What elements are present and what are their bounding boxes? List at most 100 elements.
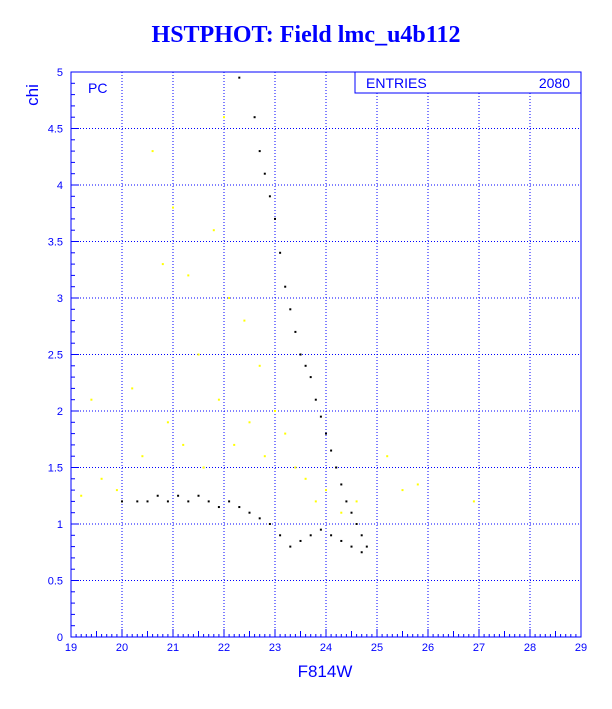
data-point <box>279 534 282 537</box>
data-point <box>340 483 343 486</box>
x-tick-label: 25 <box>371 642 383 654</box>
data-point <box>268 195 271 198</box>
data-point <box>330 449 333 452</box>
data-point <box>340 511 343 514</box>
data-point <box>472 500 475 503</box>
series-yellow-points <box>80 116 475 514</box>
y-tick-label: 2.5 <box>48 350 63 362</box>
data-point <box>197 353 200 356</box>
series-black-points <box>121 76 368 554</box>
data-point <box>319 528 322 531</box>
x-axis-label: F814W <box>298 662 353 681</box>
y-tick-label: 2 <box>57 406 63 418</box>
stats-box: ENTRIES 2080 <box>354 71 582 94</box>
y-axis-label: chi <box>23 84 42 106</box>
data-point <box>340 539 343 542</box>
data-point <box>314 398 317 401</box>
data-point <box>212 229 215 232</box>
y-tick-label: 4.5 <box>48 124 63 136</box>
data-point <box>350 511 353 514</box>
data-point <box>263 455 266 458</box>
data-point <box>304 364 307 367</box>
data-point <box>172 206 174 209</box>
data-point <box>223 116 225 119</box>
data-point <box>202 466 205 469</box>
data-point <box>386 455 389 458</box>
x-tick-label: 26 <box>422 642 434 654</box>
grid-lines <box>70 71 582 638</box>
x-tick-label: 29 <box>575 642 587 654</box>
data-point <box>304 477 307 480</box>
y-tick-label: 5 <box>57 67 63 79</box>
data-point <box>238 76 241 79</box>
data-point <box>217 398 220 401</box>
data-point <box>182 443 185 446</box>
data-point <box>258 150 261 153</box>
data-point <box>314 500 317 503</box>
data-point <box>365 545 368 548</box>
data-point <box>355 523 358 525</box>
data-point <box>401 489 404 492</box>
x-tick-label: 24 <box>320 642 332 654</box>
data-point <box>253 116 256 119</box>
data-point <box>294 330 297 333</box>
stats-label: ENTRIES <box>366 75 427 91</box>
data-point <box>187 274 190 277</box>
x-tick-label: 23 <box>269 642 281 654</box>
data-point <box>350 545 353 548</box>
stats-box-frame <box>354 71 582 94</box>
axis-ticks: 19 20 21 22 23 24 25 26 27 28 29 0 0.5 1 1.5 2 2.5 3 3.5 4 4… <box>48 67 587 654</box>
data-point <box>299 353 302 356</box>
y-tick-label: 0 <box>57 632 63 644</box>
x-tick-label: 28 <box>524 642 536 654</box>
data-point <box>177 494 180 497</box>
data-point <box>217 506 220 509</box>
data-point <box>355 500 358 503</box>
data-point <box>309 534 312 537</box>
data-point <box>299 539 302 542</box>
data-point <box>121 500 123 503</box>
data-point <box>115 489 118 492</box>
data-point <box>325 432 327 435</box>
y-tick-label: 3.5 <box>48 237 63 249</box>
data-point <box>243 319 246 322</box>
data-point <box>238 506 241 509</box>
data-point <box>274 410 276 412</box>
data-point <box>90 398 93 401</box>
data-point <box>360 551 363 554</box>
data-point <box>258 517 261 520</box>
data-point <box>248 421 251 424</box>
data-point <box>156 494 159 497</box>
data-point <box>345 500 348 503</box>
y-tick-label: 1 <box>57 519 63 531</box>
data-point <box>416 483 419 486</box>
data-point <box>136 500 139 503</box>
data-point <box>274 217 276 220</box>
data-point <box>166 421 169 424</box>
data-point <box>233 443 236 446</box>
y-tick-label: 1.5 <box>48 463 63 475</box>
panel-label: PC <box>88 80 107 96</box>
x-tick-label: 21 <box>167 642 179 654</box>
data-point <box>325 489 327 492</box>
data-point <box>294 466 297 469</box>
data-point <box>284 285 287 288</box>
data-point <box>80 494 83 497</box>
data-point <box>268 523 271 525</box>
x-tick-label: 27 <box>473 642 485 654</box>
data-point <box>151 150 154 153</box>
data-point <box>284 432 287 435</box>
y-tick-label: 0.5 <box>48 576 63 588</box>
data-point <box>309 376 312 379</box>
data-point <box>131 387 134 390</box>
chart-title: HSTPHOT: Field lmc_u4b112 <box>151 22 461 48</box>
data-point <box>248 511 251 514</box>
data-point <box>161 263 164 266</box>
data-point <box>258 364 261 367</box>
data-point <box>360 534 363 537</box>
data-point <box>207 500 210 503</box>
x-tick-label: 20 <box>116 642 128 654</box>
data-point <box>228 500 231 503</box>
stats-value: 2080 <box>539 75 570 91</box>
